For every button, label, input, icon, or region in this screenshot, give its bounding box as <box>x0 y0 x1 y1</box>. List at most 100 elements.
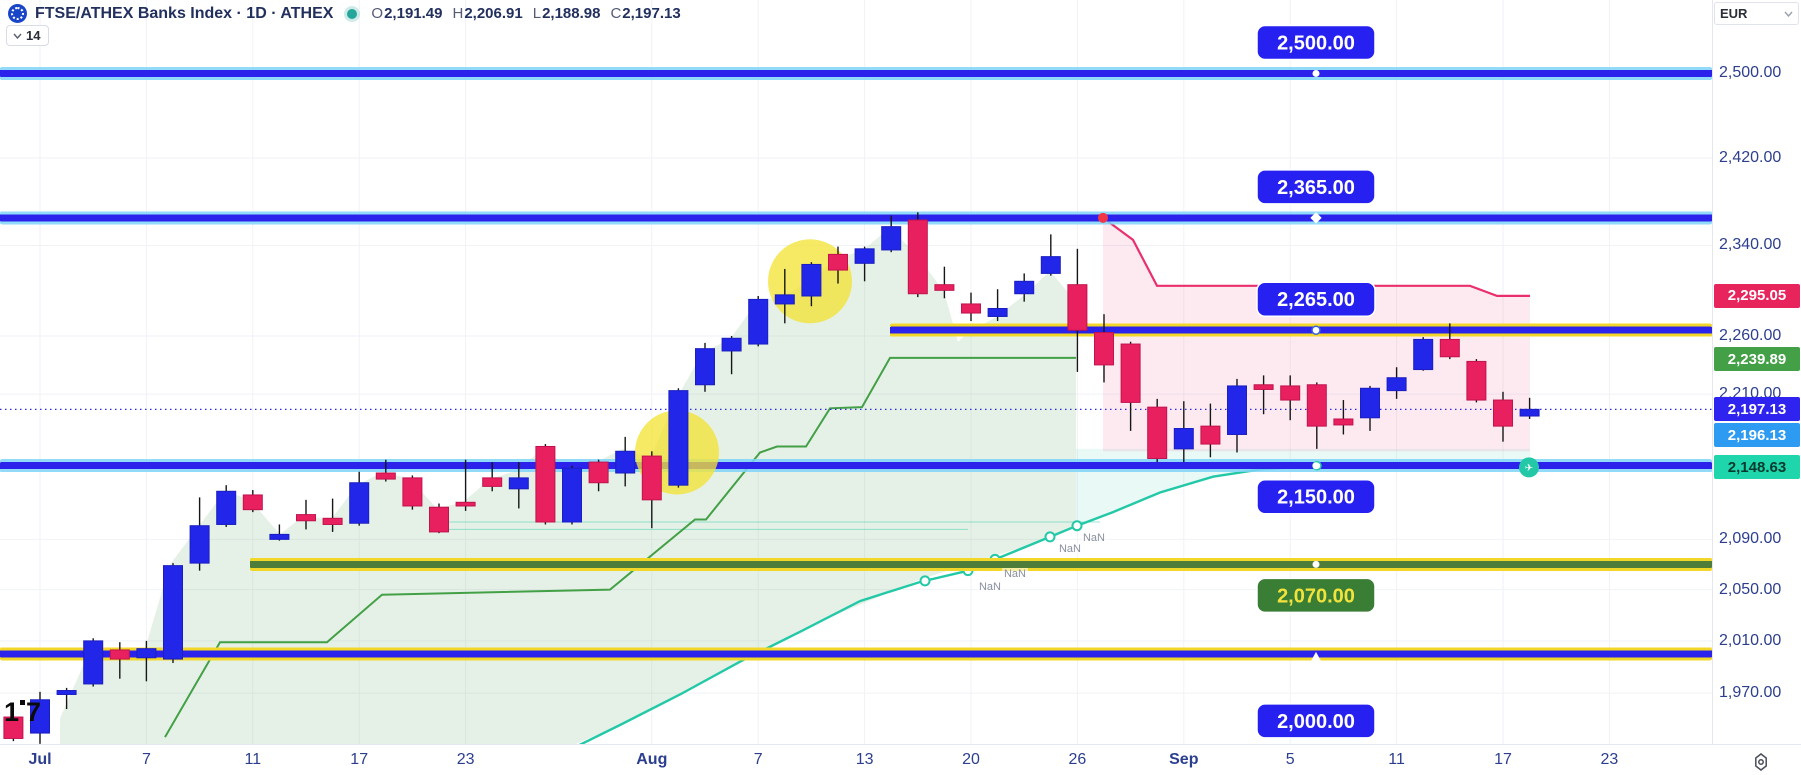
candle-body <box>961 303 981 314</box>
candle-body <box>1306 384 1327 427</box>
candle-body <box>588 461 609 484</box>
green-baseline <box>164 356 1076 738</box>
price-tick: 2,500.00 <box>1719 64 1782 82</box>
symbol-title[interactable]: FTSE/ATHEX Banks Index · 1D · ATHEX <box>35 4 334 22</box>
candle <box>508 462 529 509</box>
market-status-dot <box>347 8 358 19</box>
open-label: O <box>371 5 384 22</box>
badge-text: 2,150.00 <box>1277 487 1355 509</box>
candle <box>296 499 316 530</box>
candle-body <box>748 298 769 345</box>
chevron-down-icon <box>13 33 22 39</box>
line-anchor-dot <box>1312 69 1320 77</box>
candle-body <box>1200 425 1221 445</box>
candle-body <box>189 525 210 564</box>
symbol-logo-icon <box>8 4 27 23</box>
candle-body <box>1227 385 1247 435</box>
candle-body <box>1014 280 1035 295</box>
line-anchor-diamond <box>1310 212 1322 224</box>
candle-body <box>216 490 237 525</box>
candle <box>136 640 157 682</box>
level-line-2500[interactable] <box>0 66 1712 80</box>
candle-body <box>1439 338 1460 358</box>
level-line-2365[interactable] <box>0 211 1712 225</box>
candle <box>721 335 742 375</box>
candle-body <box>30 699 50 734</box>
time-tick: 23 <box>1600 751 1619 768</box>
high-label: H <box>452 5 464 22</box>
candle-body <box>535 445 556 523</box>
candle <box>1200 403 1221 458</box>
price-tick: 2,420.00 <box>1719 149 1782 167</box>
level-price-badge[interactable]: 2,500.00 <box>1256 24 1376 77</box>
teal-ma-end-icon[interactable]: ✈ <box>1519 457 1539 478</box>
badge-text: 2,365.00 <box>1277 177 1355 199</box>
badge-text: 2,500.00 <box>1277 32 1355 54</box>
candle <box>1040 234 1061 276</box>
candle <box>1360 385 1380 431</box>
candle <box>269 524 290 541</box>
currency-selector[interactable]: EUR <box>1714 2 1799 25</box>
level-core <box>0 462 1712 470</box>
candle <box>322 498 343 532</box>
candle-body <box>907 219 928 295</box>
settings-icon[interactable] <box>1752 753 1770 771</box>
candle-body <box>934 284 955 291</box>
candle <box>30 691 50 744</box>
nan-label: NaN <box>1056 543 1084 556</box>
price-axis[interactable]: 2,500.00 2,420.00 2,340.00 2,260.00 2,210.00… <box>1712 0 1801 744</box>
high-value: 2,206.91 <box>464 5 523 22</box>
candle <box>3 715 24 742</box>
level-line-2265[interactable] <box>890 323 1712 337</box>
level-price-badge[interactable]: 2,265.00 <box>1256 281 1376 335</box>
low-value: 2,188.98 <box>542 5 601 22</box>
candle <box>881 215 902 253</box>
time-axis[interactable]: Jul 7 11 17 23 Aug 7 13 20 26 Sep 5 11 17 23 <box>0 744 1801 775</box>
candle-body <box>1413 338 1434 371</box>
level-price-badge[interactable]: 2,000.00 <box>1256 651 1376 739</box>
candle-body <box>1360 387 1380 419</box>
candle <box>402 475 423 510</box>
tradingview-watermark[interactable]: 1 7 <box>4 697 41 728</box>
candle <box>349 471 370 526</box>
level-line-2150[interactable] <box>0 459 1712 473</box>
level-line-2000[interactable] <box>0 647 1712 661</box>
candle <box>748 295 769 347</box>
candle-body <box>296 514 316 522</box>
watermark-glyph: 1 <box>4 697 19 727</box>
level-line-2070[interactable] <box>250 557 1712 571</box>
chart-canvas[interactable]: ✈ 2,500.00 2,365.00 2,265.00 2,150.00 2,070.0… <box>0 0 1712 744</box>
candle-body <box>455 501 476 507</box>
candle-body <box>695 348 715 386</box>
candle-body <box>83 640 104 685</box>
candle <box>562 465 582 525</box>
time-tick: Aug <box>636 751 668 768</box>
price-tick: 2,010.00 <box>1719 631 1782 649</box>
level-price-badge[interactable]: 2,070.00 <box>1256 560 1376 614</box>
candle <box>109 642 130 679</box>
candle <box>588 459 609 492</box>
badge-text: 2,000.00 <box>1277 711 1355 733</box>
level-price-badge[interactable]: 2,150.00 <box>1256 462 1376 515</box>
indicators-toggle[interactable]: 14 <box>6 25 50 46</box>
price-tick: 2,340.00 <box>1719 236 1782 254</box>
candle-body <box>136 648 157 659</box>
candle-body <box>1147 406 1168 459</box>
candle <box>1493 391 1513 442</box>
candle <box>1386 367 1407 399</box>
time-tick: 11 <box>244 751 262 768</box>
plane-icon: ✈ <box>1525 463 1533 474</box>
badge-text: 2,070.00 <box>1277 585 1355 607</box>
badge-box <box>1256 169 1376 205</box>
symbol-header[interactable]: FTSE/ATHEX Banks Index · 1D · ATHEX O 2,1… <box>8 4 681 23</box>
candle <box>668 388 689 488</box>
price-axis-value-pill: 2,148.63 <box>1714 455 1800 480</box>
candle-body <box>615 450 636 474</box>
candle <box>1067 248 1088 372</box>
time-tick: Jul <box>28 751 52 768</box>
watermark-dot <box>20 700 26 705</box>
close-label: C <box>610 5 622 22</box>
level-price-badge[interactable]: 2,365.00 <box>1256 169 1376 224</box>
candle <box>1120 341 1141 431</box>
teal-ma-point-marker <box>1044 531 1056 543</box>
